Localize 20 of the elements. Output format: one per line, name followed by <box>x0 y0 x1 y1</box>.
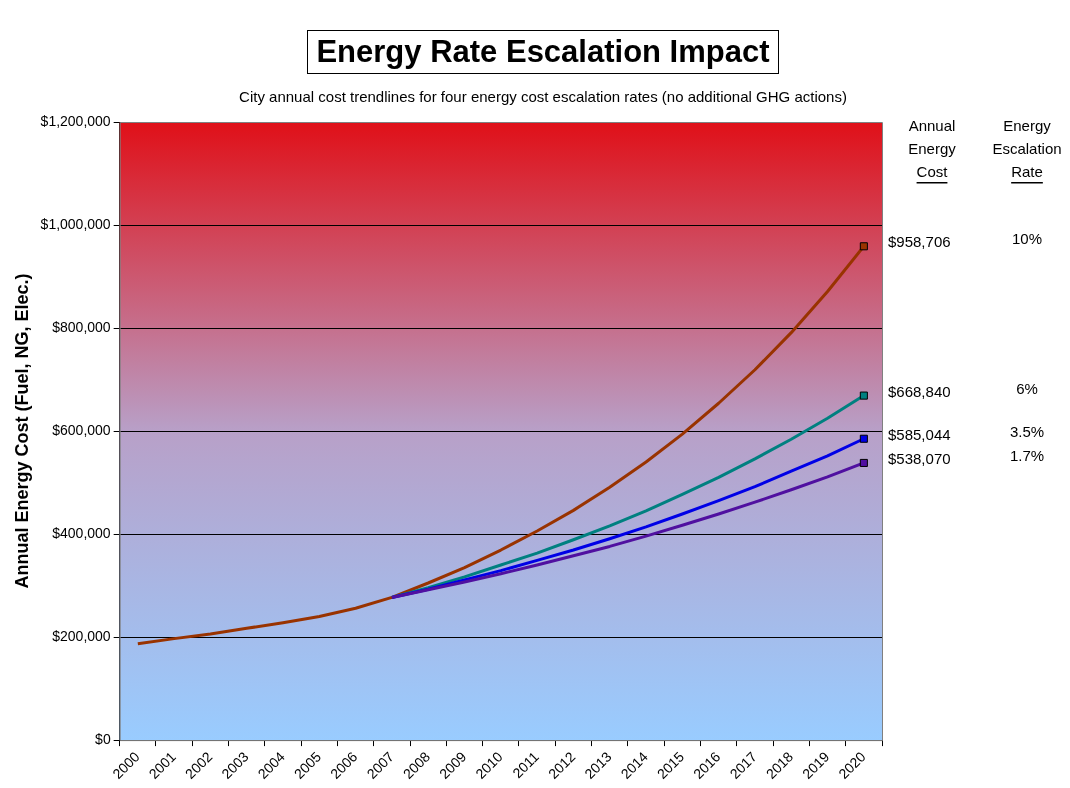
data-label: $958,706 <box>888 233 951 251</box>
text: Energy Escalation Rate <box>992 117 1062 181</box>
data-label: $538,070 <box>888 450 951 468</box>
y-tick-label: $400,000 <box>52 524 111 541</box>
y-tick-label: $1,200,000 <box>40 112 111 129</box>
text: Annual Energy Cost <box>908 117 957 181</box>
y-tick-label: $600,000 <box>52 421 111 438</box>
text: 1.7% <box>1009 447 1045 465</box>
text: 6% <box>1016 379 1038 397</box>
chart-title: Energy Rate Escalation Impact <box>307 30 779 74</box>
y-axis-title: Annual Energy Cost (Fuel, NG, Elec.) <box>11 273 32 589</box>
text: 10% <box>1011 230 1043 248</box>
y-tick-label: $200,000 <box>52 627 111 644</box>
data-label: $585,044 <box>888 425 951 443</box>
y-tick-label: $1,000,000 <box>40 215 111 232</box>
y-tick-label: $0 <box>95 730 111 747</box>
chart-subtitle: City annual cost trendlines for four energy cost escalation rates (no additional GHG actions) <box>238 88 848 105</box>
text: 3.5% <box>1009 422 1045 440</box>
data-label: $668,840 <box>888 382 951 400</box>
y-tick-label: $800,000 <box>52 318 111 335</box>
